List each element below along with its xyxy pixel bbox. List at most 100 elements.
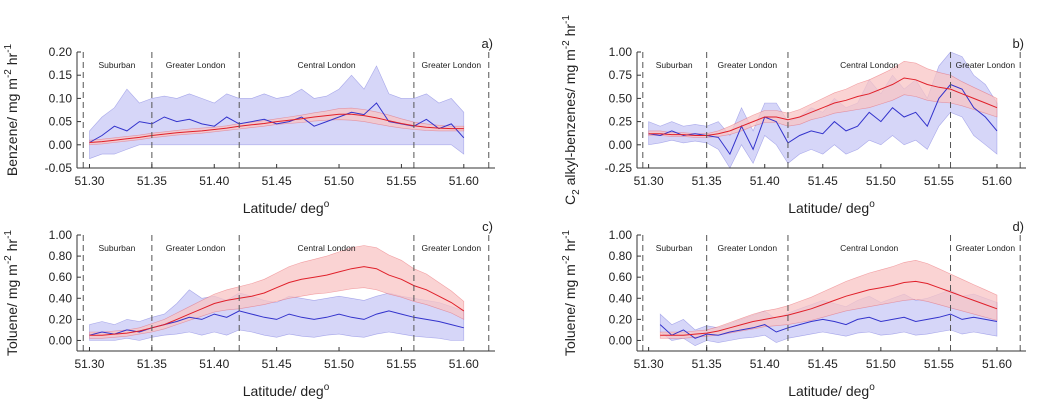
- y-tick-label: 0.25: [609, 115, 633, 129]
- y-axis-label-part: -1: [3, 230, 14, 239]
- x-tick-label: 51.40: [199, 357, 229, 371]
- x-tick-label: 51.40: [750, 174, 780, 188]
- y-axis-label: Benzene/ mg m-2 hr-1: [3, 43, 20, 176]
- x-axis-label-text: Latitude/ deg: [788, 383, 869, 399]
- region-label: Suburban: [656, 243, 693, 253]
- x-tick-label: 51.30: [634, 174, 664, 188]
- x-axis-label: Latitude/ dego: [243, 199, 330, 216]
- x-axis-label-text: Latitude/ deg: [243, 383, 324, 399]
- y-tick-label: 1.00: [49, 228, 73, 242]
- region-label: Greater London: [422, 60, 482, 70]
- x-tick-label: 51.60: [449, 357, 479, 371]
- y-axis-label-part: -2: [3, 69, 14, 78]
- y-axis-label: C2 alkyl-benzenes/ mg m-2 hr-1: [561, 15, 582, 205]
- panel-letter: a): [481, 36, 493, 51]
- y-tick-label: -0.25: [605, 161, 633, 175]
- x-axis-label: Latitude/ dego: [788, 199, 875, 216]
- x-axis-label-text: Latitude/ deg: [788, 200, 869, 216]
- panel-c: Suburban Greater London Central London Grea…: [3, 219, 495, 399]
- x-tick-label: 51.30: [74, 174, 104, 188]
- x-tick-label: 51.45: [808, 357, 838, 371]
- region-label: Central London: [297, 243, 355, 253]
- y-axis-label-part: -2: [561, 40, 572, 49]
- region-label: Greater London: [718, 243, 778, 253]
- y-axis-label-part: -2: [561, 255, 572, 264]
- panel-d: Suburban Greater London Central London Grea…: [561, 219, 1026, 399]
- y-tick-label: 0.80: [49, 249, 73, 263]
- y-axis-label-part: hr: [4, 239, 20, 256]
- y-tick-label: 1.00: [609, 45, 633, 59]
- series-red-band: [659, 259, 998, 339]
- y-tick-label: 0.00: [609, 333, 633, 347]
- y-axis-label-part: C: [562, 195, 578, 205]
- x-tick-label: 51.50: [324, 174, 354, 188]
- series-red-band: [89, 107, 465, 146]
- y-tick-label: 0.00: [609, 138, 633, 152]
- y-axis-label-part: Toluene/ mg m: [562, 264, 578, 356]
- x-tick-label: 51.35: [137, 174, 167, 188]
- region-label: Greater London: [166, 243, 226, 253]
- y-tick-label: -0.05: [45, 161, 73, 175]
- x-axis-label-text: Latitude/ deg: [243, 200, 324, 216]
- region-label: Greater London: [422, 243, 482, 253]
- y-axis-label-part: hr: [562, 239, 578, 256]
- x-tick-label: 51.40: [199, 174, 229, 188]
- x-tick-label: 51.55: [924, 174, 954, 188]
- y-tick-label: 0.80: [609, 249, 633, 263]
- x-tick-label: 51.45: [808, 174, 838, 188]
- x-tick-label: 51.45: [262, 357, 292, 371]
- region-label: Suburban: [656, 60, 693, 70]
- x-tick-label: 51.50: [324, 357, 354, 371]
- series-blue-band: [89, 65, 465, 160]
- x-tick-label: 51.35: [137, 357, 167, 371]
- series-red-band: [648, 60, 998, 138]
- y-tick-label: 1.00: [609, 228, 633, 242]
- x-tick-label: 51.45: [262, 174, 292, 188]
- x-tick-label: 51.40: [750, 357, 780, 371]
- y-tick-label: 0.10: [49, 91, 73, 105]
- y-tick-label: 0.20: [609, 312, 633, 326]
- x-tick-label: 51.50: [866, 357, 896, 371]
- x-tick-label: 51.55: [386, 174, 416, 188]
- y-axis-label: Toluene/ mg m-2 hr-1: [3, 230, 20, 356]
- y-axis-label-part: -1: [561, 15, 572, 24]
- y-tick-label: 0.75: [609, 68, 633, 82]
- y-axis-label-part: Benzene/ mg m: [4, 78, 20, 176]
- y-tick-label: 0.05: [49, 115, 73, 129]
- y-axis-label: Toluene/ mg m-2 hr-1: [561, 230, 578, 356]
- y-axis-label-part: -1: [561, 230, 572, 239]
- region-label: Greater London: [956, 60, 1016, 70]
- y-axis-label-part: -2: [3, 255, 14, 264]
- y-tick-label: 0.60: [49, 270, 73, 284]
- series-red-line: [660, 280, 998, 336]
- y-tick-label: 0.40: [49, 291, 73, 305]
- series-red-band: [89, 245, 465, 339]
- x-tick-label: 51.60: [982, 357, 1012, 371]
- region-label: Greater London: [166, 60, 226, 70]
- region-label: Central London: [840, 243, 898, 253]
- y-tick-label: 0.00: [49, 333, 73, 347]
- y-axis-label-part: 2: [571, 189, 582, 195]
- series-blue-line: [659, 313, 998, 339]
- y-axis-label-part: alkyl-benzenes/ mg m: [562, 49, 578, 189]
- panel-a: Suburban Greater London Central London Grea…: [3, 36, 495, 216]
- x-axis-label-sup: o: [869, 382, 875, 393]
- x-axis-label-sup: o: [869, 199, 875, 210]
- x-tick-label: 51.30: [74, 357, 104, 371]
- y-axis-label-part: Toluene/ mg m: [4, 264, 20, 356]
- region-label: Central London: [297, 60, 355, 70]
- region-label: Suburban: [98, 60, 135, 70]
- x-tick-label: 51.35: [692, 174, 722, 188]
- region-label: Central London: [840, 60, 898, 70]
- x-axis-label-sup: o: [324, 199, 330, 210]
- x-tick-label: 51.30: [634, 357, 664, 371]
- x-axis-label-sup: o: [324, 382, 330, 393]
- y-tick-label: 0.00: [49, 138, 73, 152]
- y-tick-label: 0.60: [609, 270, 633, 284]
- x-tick-label: 51.35: [692, 357, 722, 371]
- x-tick-label: 51.60: [449, 174, 479, 188]
- panel-b: Suburban Greater London Central London Grea…: [561, 15, 1026, 216]
- x-axis-label: Latitude/ dego: [243, 382, 330, 399]
- y-tick-label: 0.40: [609, 291, 633, 305]
